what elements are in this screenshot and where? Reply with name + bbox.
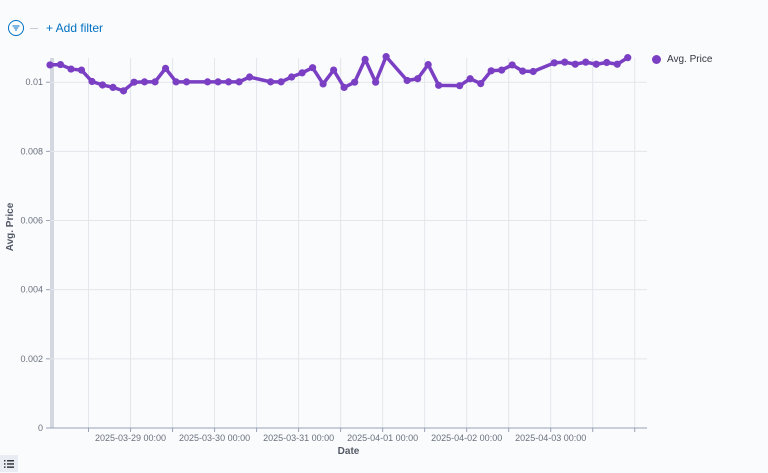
data-point — [613, 60, 621, 68]
data-point — [172, 78, 180, 86]
data-point — [529, 67, 537, 76]
data-point — [351, 78, 359, 86]
data-point — [624, 54, 632, 62]
x-tick-label: 2025-03-29 00:00 — [95, 433, 166, 443]
data-point — [88, 77, 96, 86]
data-point — [361, 55, 369, 63]
filter-divider — [30, 27, 38, 29]
legend-label: Avg. Price — [667, 54, 713, 65]
y-axis-title: Avg. Price — [5, 202, 16, 251]
y-tick-label: 0.008 — [20, 146, 43, 156]
data-point — [266, 78, 275, 86]
filter-bar: + Add filter — [8, 18, 103, 38]
y-tick-label: 0.01 — [25, 77, 43, 87]
data-point — [382, 53, 390, 61]
y-tick-label: 0.006 — [20, 216, 43, 226]
data-point — [235, 78, 243, 86]
x-axis-title: Date — [338, 446, 360, 457]
data-point — [592, 60, 600, 68]
y-tick-label: 0.004 — [20, 285, 43, 295]
data-point — [161, 64, 170, 72]
x-tick-label: 2025-03-31 00:00 — [263, 433, 334, 443]
data-point — [603, 58, 611, 67]
y-tick-label: 0 — [38, 423, 43, 433]
y-axis-band — [50, 58, 54, 428]
data-point — [550, 59, 558, 67]
x-tick-label: 2025-04-02 00:00 — [431, 433, 502, 443]
add-filter-button[interactable]: + Add filter — [46, 21, 104, 35]
x-tick-label: 2025-04-01 00:00 — [347, 433, 418, 443]
data-point — [109, 83, 117, 91]
data-point — [182, 78, 191, 86]
data-point — [288, 73, 296, 81]
list-icon — [4, 459, 14, 468]
y-tick-label: 0.002 — [20, 354, 43, 364]
data-point — [340, 83, 348, 91]
data-point — [466, 75, 474, 83]
x-tick-label: 2025-04-03 00:00 — [515, 433, 586, 443]
chart-legend[interactable]: Avg. Price — [652, 54, 712, 65]
data-point — [519, 67, 527, 75]
data-point — [582, 58, 590, 66]
data-point — [477, 79, 485, 88]
data-point — [414, 75, 422, 83]
data-point — [424, 60, 432, 69]
data-point — [561, 58, 569, 66]
data-point — [203, 78, 212, 86]
data-point — [319, 80, 327, 88]
data-point — [435, 81, 443, 89]
filter-icon[interactable] — [8, 20, 24, 36]
data-point — [130, 78, 138, 86]
data-point — [330, 66, 338, 74]
data-point — [56, 60, 65, 69]
legend-swatch — [652, 55, 661, 64]
data-point — [403, 76, 411, 85]
data-point — [309, 64, 317, 72]
data-point — [571, 60, 579, 68]
data-point — [77, 66, 86, 74]
x-tick-label: 2025-03-30 00:00 — [179, 433, 250, 443]
legend-toggle-button[interactable] — [0, 455, 18, 472]
data-point — [46, 61, 54, 69]
data-point — [224, 78, 233, 86]
data-point — [140, 78, 149, 86]
data-point — [214, 78, 222, 86]
series-line — [48, 54, 630, 93]
data-point — [298, 69, 306, 77]
data-point — [508, 61, 516, 69]
data-point — [372, 78, 380, 86]
data-point — [119, 87, 128, 95]
data-point — [67, 65, 75, 73]
data-point — [151, 78, 159, 86]
data-point — [245, 73, 254, 81]
data-point — [277, 78, 285, 86]
data-point — [498, 66, 506, 74]
data-point — [456, 82, 464, 90]
data-point — [487, 67, 495, 75]
data-point — [98, 81, 107, 89]
